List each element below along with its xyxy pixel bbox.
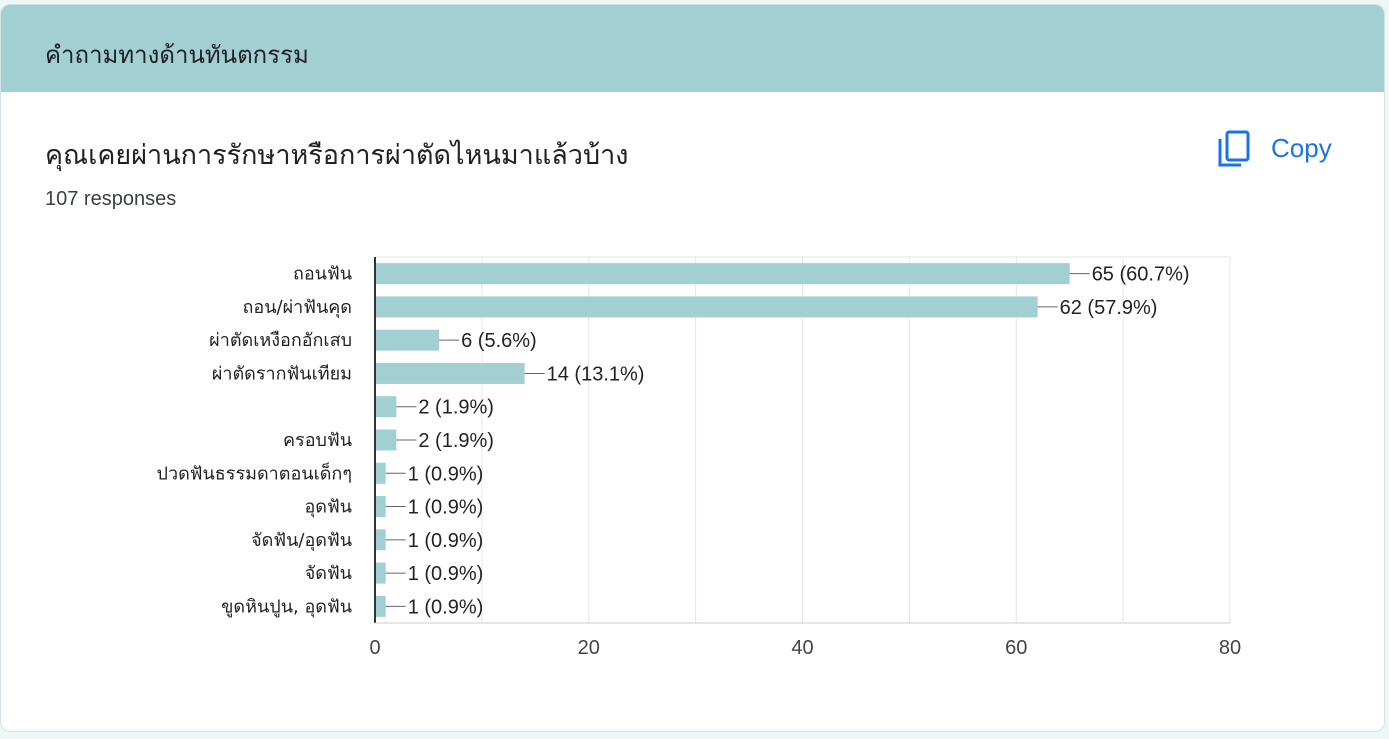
data-label: 2 (1.9%) (418, 430, 494, 452)
data-label: 2 (1.9%) (418, 397, 494, 419)
category-label: ขูดหินปูน, อุดฟัน (221, 596, 352, 617)
data-label: 1 (0.9%) (408, 463, 484, 485)
bar (375, 463, 386, 484)
category-label: จัดฟัน/อุดฟัน (251, 530, 352, 551)
bar (375, 363, 525, 384)
category-label: ผ่าตัดรากฟันเทียม (212, 363, 352, 384)
x-tick-label: 40 (791, 637, 813, 659)
bar (375, 396, 396, 417)
category-label: อุดฟัน (304, 497, 352, 518)
bar (375, 263, 1070, 284)
data-label: 1 (0.9%) (408, 530, 484, 552)
bar-chart: 0 20 40 60 80 ถอนฟัน 65 (60.7%) ถอน/ผ่าฟันคุด 62… (1, 5, 1385, 732)
x-tick-label: 0 (369, 637, 380, 659)
data-label: 1 (0.9%) (408, 596, 484, 618)
bar (375, 330, 439, 351)
category-label: ผ่าตัดเหงือกอักเสบ (209, 330, 352, 351)
bar (375, 496, 386, 517)
bar (375, 596, 386, 617)
x-tick-label: 60 (1005, 637, 1027, 659)
category-label: ปวดฟันธรรมดาตอนเด็กๆ (157, 461, 352, 484)
data-label: 62 (57.9%) (1060, 297, 1158, 319)
data-label: 65 (60.7%) (1092, 264, 1190, 286)
category-label: ถอนฟัน (293, 264, 352, 285)
category-label: ถอน/ผ่าฟันคุด (242, 297, 352, 318)
x-tick-label: 80 (1219, 637, 1241, 659)
category-label: ครอบฟัน (283, 430, 352, 451)
data-label: 1 (0.9%) (408, 497, 484, 519)
bar (375, 529, 386, 550)
data-label: 6 (5.6%) (461, 330, 537, 352)
data-label: 14 (13.1%) (547, 363, 645, 385)
bar (375, 563, 386, 584)
x-tick-label: 20 (578, 637, 600, 659)
data-label: 1 (0.9%) (408, 563, 484, 585)
bar (375, 430, 396, 451)
summary-card: คำถามทางด้านทันตกรรม คุณเคยผ่านการรักษาห… (0, 4, 1385, 732)
category-label: จัดฟัน (305, 563, 352, 584)
bar (375, 296, 1038, 317)
